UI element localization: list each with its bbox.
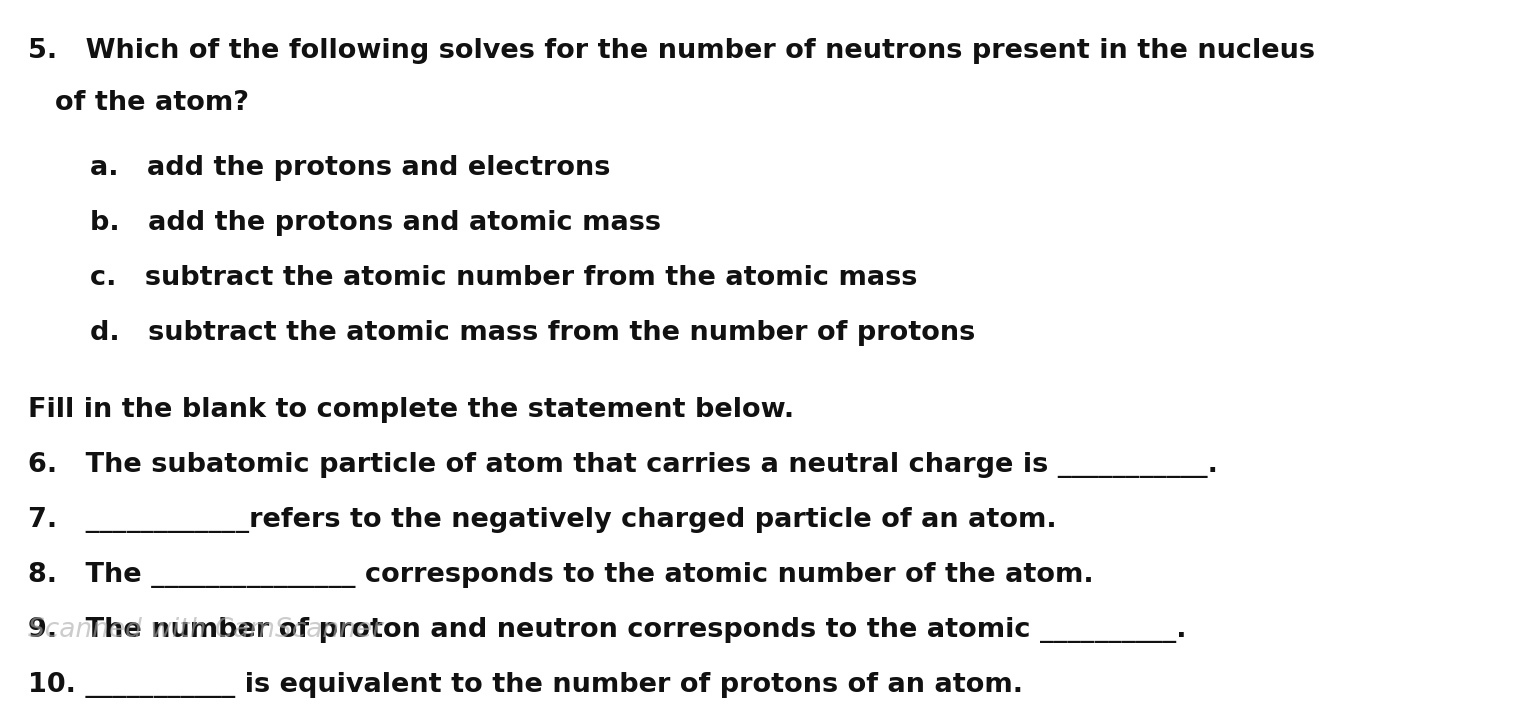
Text: 5.   Which of the following solves for the number of neutrons present in the nuc: 5. Which of the following solves for the… [27, 38, 1315, 64]
Text: 9.   The number of proton and neutron corresponds to the atomic __________.: 9. The number of proton and neutron corr… [27, 617, 1187, 643]
Text: 8.   The _______________ corresponds to the atomic number of the atom.: 8. The _______________ corresponds to th… [27, 562, 1094, 588]
Text: of the atom?: of the atom? [55, 90, 248, 116]
Text: 7.   ____________refers to the negatively charged particle of an atom.: 7. ____________refers to the negatively … [27, 507, 1056, 533]
Text: a.   add the protons and electrons: a. add the protons and electrons [90, 155, 611, 181]
Text: 10. ___________ is equivalent to the number of protons of an atom.: 10. ___________ is equivalent to the num… [27, 672, 1023, 698]
Text: d.   subtract the atomic mass from the number of protons: d. subtract the atomic mass from the num… [90, 320, 975, 346]
Text: Scanned with CamScanner: Scanned with CamScanner [27, 617, 383, 643]
Text: c.   subtract the atomic number from the atomic mass: c. subtract the atomic number from the a… [90, 265, 917, 291]
Text: 6.   The subatomic particle of atom that carries a neutral charge is ___________: 6. The subatomic particle of atom that c… [27, 452, 1218, 478]
Text: b.   add the protons and atomic mass: b. add the protons and atomic mass [90, 210, 661, 236]
Text: Fill in the blank to complete the statement below.: Fill in the blank to complete the statem… [27, 397, 794, 423]
